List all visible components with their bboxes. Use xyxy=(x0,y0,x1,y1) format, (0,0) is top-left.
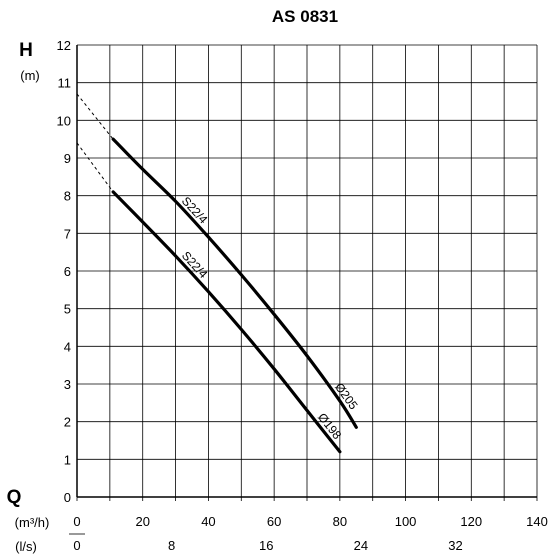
x-tick-label-primary: 120 xyxy=(460,514,482,529)
y-tick-label: 0 xyxy=(64,490,71,505)
y-axis-unit: (m) xyxy=(20,68,40,83)
curve-extrapolation-1 xyxy=(76,142,114,193)
grid xyxy=(76,44,538,501)
pump-curve-0 xyxy=(111,137,358,429)
x-tick-label-secondary: 16 xyxy=(259,538,273,553)
x-tick-label-secondary: 32 xyxy=(448,538,462,553)
y-tick-label: 4 xyxy=(64,339,71,354)
chart-title: AS 0831 xyxy=(272,7,338,26)
x-tick-label-primary: 40 xyxy=(201,514,215,529)
x-tick-label-primary: 60 xyxy=(267,514,281,529)
curve-extrapolation-0 xyxy=(76,93,114,140)
y-tick-label: 5 xyxy=(64,302,71,317)
curves xyxy=(111,137,358,454)
y-tick-label: 3 xyxy=(64,377,71,392)
x-tick-label-primary: 0 xyxy=(73,514,80,529)
y-tick-label: 7 xyxy=(64,226,71,241)
y-tick-label: 10 xyxy=(57,113,71,128)
x-tick-label-secondary: 8 xyxy=(168,538,175,553)
x-tick-label-primary: 80 xyxy=(333,514,347,529)
y-tick-label: 11 xyxy=(58,76,72,91)
y-tick-label: 6 xyxy=(64,264,71,279)
x-tick-label-primary: 140 xyxy=(526,514,548,529)
x-tick-label-primary: 20 xyxy=(135,514,149,529)
y-tick-label: 2 xyxy=(64,415,71,430)
y-tick-label: 8 xyxy=(64,189,71,204)
extrapolation-lines xyxy=(76,93,114,193)
x-tick-label-secondary: 24 xyxy=(354,538,368,553)
x-tick-label-secondary: 0 xyxy=(73,538,80,553)
y-tick-label: 9 xyxy=(64,151,71,166)
pump-curve-1 xyxy=(111,190,342,454)
x-axis-unit-primary: (m³/h) xyxy=(15,515,50,530)
y-axis-symbol: H xyxy=(19,40,33,61)
y-tick-label: 12 xyxy=(57,38,71,53)
x-axis-symbol: Q xyxy=(7,487,22,508)
x-axis-unit-secondary: (l/s) xyxy=(15,539,37,554)
x-tick-label-primary: 100 xyxy=(395,514,417,529)
y-tick-label: 1 xyxy=(64,452,71,467)
